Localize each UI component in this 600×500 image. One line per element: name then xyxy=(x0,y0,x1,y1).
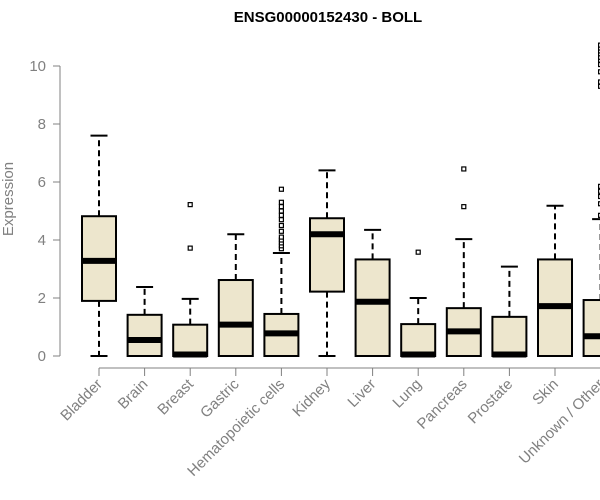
outlier-point xyxy=(597,69,600,75)
iqr-box xyxy=(354,258,391,357)
y-axis-label: Expression xyxy=(0,162,17,236)
x-tick-label: Skin xyxy=(529,376,562,409)
iqr-box xyxy=(172,323,209,357)
x-tick-label: Liver xyxy=(344,376,379,411)
outlier-point xyxy=(415,249,421,255)
outlier-point xyxy=(278,222,284,229)
iqr-box xyxy=(217,279,254,357)
chart-title: ENSG00000152430 - BOLL xyxy=(234,9,422,26)
outlier-point xyxy=(597,45,600,51)
outlier-point xyxy=(597,79,600,85)
x-tick-label: Bladder xyxy=(57,376,106,425)
outlier-point xyxy=(278,212,284,218)
y-tick-label: 2 xyxy=(38,290,46,307)
box-group xyxy=(81,134,117,357)
y-tick-label: 0 xyxy=(38,348,46,365)
iqr-box xyxy=(491,315,528,358)
outlier-point xyxy=(461,204,467,210)
outlier-point xyxy=(597,83,600,89)
x-tick-label: Gastric xyxy=(197,375,243,421)
y-tick-label: 4 xyxy=(38,232,46,249)
outlier-point xyxy=(278,204,284,210)
outlier-point xyxy=(597,57,600,63)
y-axis: 0 2 4 6 8 10 xyxy=(29,58,61,365)
outlier-point xyxy=(278,234,284,240)
outlier-point xyxy=(597,193,600,200)
outlier-point xyxy=(278,208,284,214)
x-tick-label: Pancreas xyxy=(414,376,471,433)
box-group xyxy=(309,169,345,357)
iqr-box xyxy=(582,299,600,357)
outlier-point xyxy=(597,61,600,68)
outlier-point xyxy=(278,217,284,223)
box-group xyxy=(263,186,300,358)
y-tick-label: 6 xyxy=(38,174,46,191)
box-group xyxy=(354,228,391,357)
box-group xyxy=(445,166,482,357)
outlier-point xyxy=(597,201,600,207)
outlier-point xyxy=(597,188,600,194)
outlier-point xyxy=(597,54,600,60)
box-group xyxy=(491,265,528,358)
outlier-point xyxy=(597,48,600,54)
outlier-point xyxy=(187,202,193,208)
x-tick-label: Brain xyxy=(115,376,152,413)
box-group xyxy=(172,202,209,358)
outlier-point xyxy=(278,186,284,192)
y-tick-label: 8 xyxy=(38,116,46,133)
outlier-point xyxy=(597,183,600,189)
outlier-point xyxy=(278,199,284,205)
x-tick-label: Kidney xyxy=(289,375,334,420)
outlier-point xyxy=(597,42,600,48)
box-group xyxy=(537,204,573,357)
outlier-point xyxy=(597,212,600,218)
box-group xyxy=(217,233,254,357)
outlier-point xyxy=(278,228,284,234)
plot-area xyxy=(81,42,600,358)
x-tick-label: Prostate xyxy=(465,376,517,428)
iqr-box xyxy=(126,313,163,358)
y-tick-label: 10 xyxy=(29,58,46,75)
outlier-point xyxy=(187,245,193,251)
box-group xyxy=(126,285,163,358)
box-group xyxy=(400,249,437,358)
box-group xyxy=(582,42,600,357)
x-tick-label: Lung xyxy=(389,376,425,412)
iqr-box xyxy=(400,323,437,358)
iqr-box xyxy=(309,217,345,293)
outlier-point xyxy=(597,51,600,57)
outlier-point xyxy=(461,166,467,172)
x-tick-label: Breast xyxy=(154,375,197,418)
